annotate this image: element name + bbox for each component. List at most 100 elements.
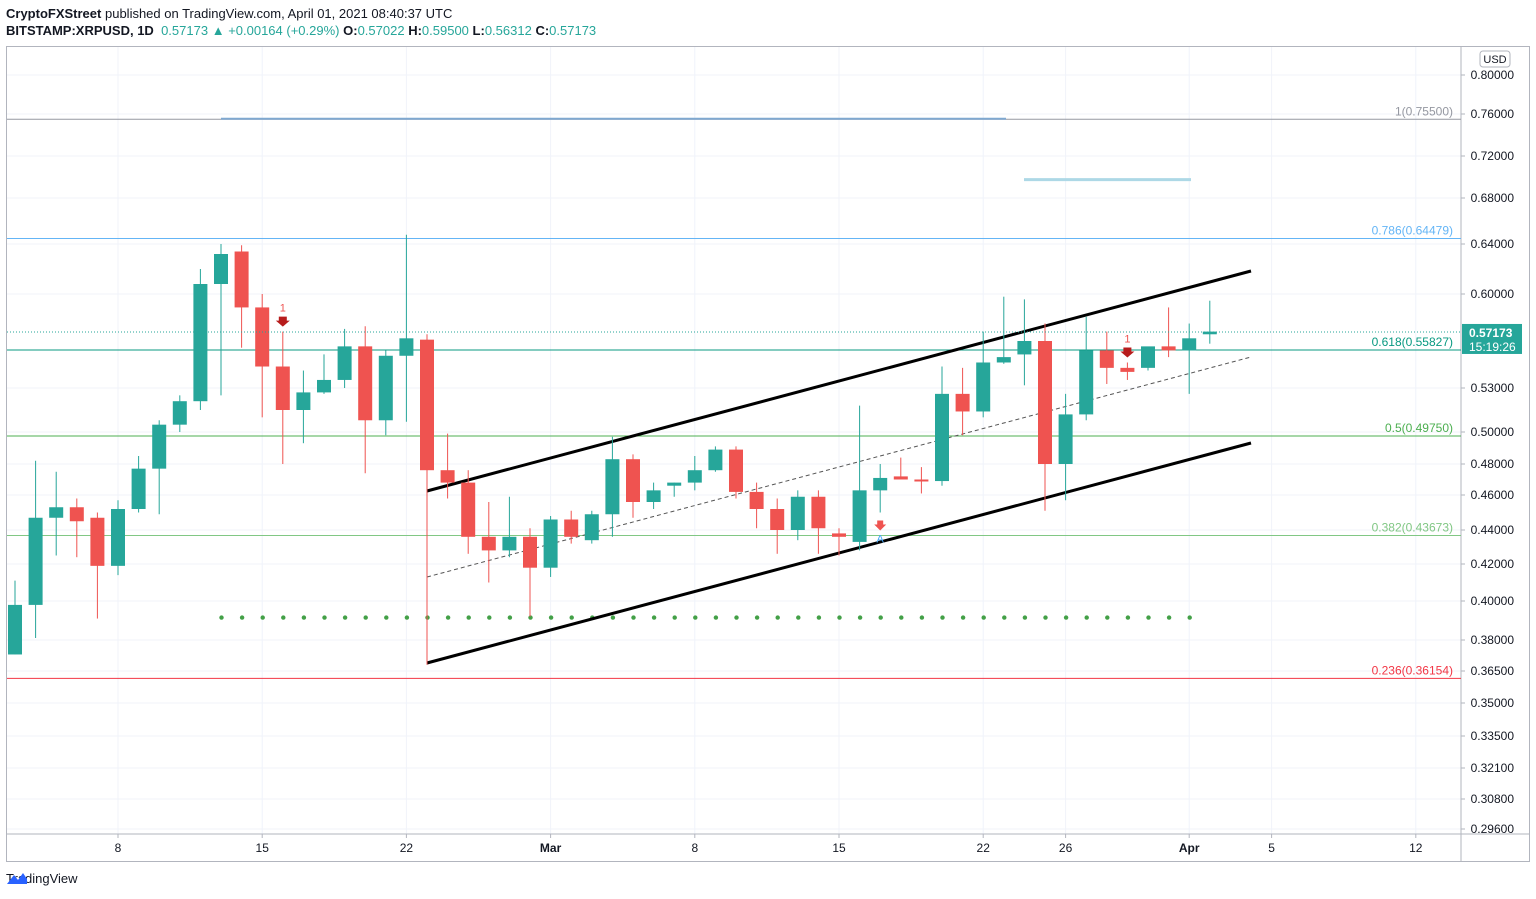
candle-body[interactable] [1099,350,1114,368]
fib-level-label: 0.5(0.49750) [1385,421,1453,435]
candle-body[interactable] [852,490,867,542]
support-dot [1166,615,1172,620]
candle-body[interactable] [914,479,929,482]
candle-body[interactable] [481,536,496,551]
support-dot [857,615,863,620]
candle-body[interactable] [605,459,620,515]
candle-body[interactable] [811,496,826,529]
support-dot [239,615,245,620]
time-tick-label: 26 [1059,841,1073,855]
candle-body[interactable] [1017,341,1032,355]
candle-body[interactable] [955,393,970,412]
candle-body[interactable] [749,491,764,509]
price-tick-label: 0.80000 [1471,68,1515,82]
candle-body[interactable] [214,254,228,284]
candle-body[interactable] [523,536,537,568]
support-dot [322,615,327,620]
candle-body[interactable] [28,517,43,605]
candle-body[interactable] [564,519,579,537]
candle-body[interactable] [234,251,249,308]
signal-label: A [877,534,885,546]
channel-upper-line[interactable] [426,269,1252,493]
last-price-value: 0.57173 [1469,326,1513,340]
support-dot [878,615,883,620]
open-value: 0.57022 [357,23,405,38]
candle-body[interactable] [337,346,352,380]
candle-body[interactable] [646,490,661,502]
candle-body[interactable] [69,507,84,522]
candle-body[interactable] [996,357,1011,363]
candle-body[interactable] [708,449,723,471]
symbol-label[interactable]: BITSTAMP:XRPUSD, 1D [6,23,154,38]
support-dot [713,615,719,620]
candle-body[interactable] [543,519,558,568]
candle-body[interactable] [378,355,393,421]
candle-body[interactable] [832,533,846,537]
candle-body[interactable] [687,470,702,483]
candle-body[interactable] [1182,338,1197,351]
candle-body[interactable] [172,401,187,425]
candle-body[interactable] [90,517,105,566]
candle-body[interactable] [770,509,785,530]
candle-body[interactable] [1161,346,1176,351]
time-tick-label: 22 [977,841,991,855]
candle-body[interactable] [461,482,476,537]
candle-body[interactable] [1079,350,1094,415]
candle-body[interactable] [1058,414,1073,464]
candle-body[interactable] [193,284,208,402]
chart-frame[interactable] [6,46,1530,862]
support-dot [919,615,925,620]
author[interactable]: CryptoFXStreet [6,6,102,21]
time-tick-label: 8 [115,841,122,855]
candle-body[interactable] [420,339,434,471]
time-tick-label: 15 [256,841,270,855]
candle-body[interactable] [1202,331,1217,335]
candle-body[interactable] [893,476,908,480]
candle-body[interactable] [255,307,270,367]
candle-body[interactable] [49,507,64,518]
support-dot [940,615,945,620]
candle-body[interactable] [1038,341,1052,464]
tradingview-footer[interactable]: TradingView [6,871,78,886]
candle-body[interactable] [790,496,805,530]
candle-body[interactable] [440,470,455,483]
last-price-badge [1462,323,1522,354]
candle-body[interactable] [296,392,311,410]
candle-body[interactable] [8,604,22,655]
candle-body[interactable] [275,366,290,410]
support-dot [569,615,574,620]
price-tick-label: 0.42000 [1471,557,1515,571]
candle-body[interactable] [131,468,146,509]
candle-body[interactable] [584,514,599,541]
candle-body[interactable] [729,449,743,492]
time-tick-label: 5 [1268,841,1275,855]
support-dot [1002,615,1007,620]
candle-body[interactable] [317,379,331,393]
support-dot [507,615,513,620]
high-value: 0.59500 [421,23,469,38]
candle-body[interactable] [1120,367,1135,372]
support-dot [466,615,471,620]
candle-body[interactable] [152,424,167,469]
candle-body[interactable] [667,482,682,486]
candle-body[interactable] [399,338,414,356]
signal-label: 1 [1124,333,1130,345]
channel-median-line[interactable] [426,356,1252,578]
sell-arrow-icon [275,316,290,327]
publish-info: CryptoFXStreet published on TradingView.… [6,5,452,22]
price-tick-label: 0.33500 [1471,729,1515,743]
support-dot [1063,615,1069,620]
candle-body[interactable] [502,536,517,551]
candle-body[interactable] [976,362,991,412]
candle-body[interactable] [1141,346,1155,368]
currency-badge[interactable] [1479,50,1511,68]
candle-body[interactable] [358,346,373,421]
candle-body[interactable] [111,509,125,566]
candle-body[interactable] [873,477,888,491]
candle-body[interactable] [935,393,949,482]
candle-body[interactable] [626,459,640,502]
fib-level-label: 1(0.75500) [1395,104,1453,118]
support-dot [404,615,410,620]
price-tick-label: 0.32100 [1471,761,1515,775]
